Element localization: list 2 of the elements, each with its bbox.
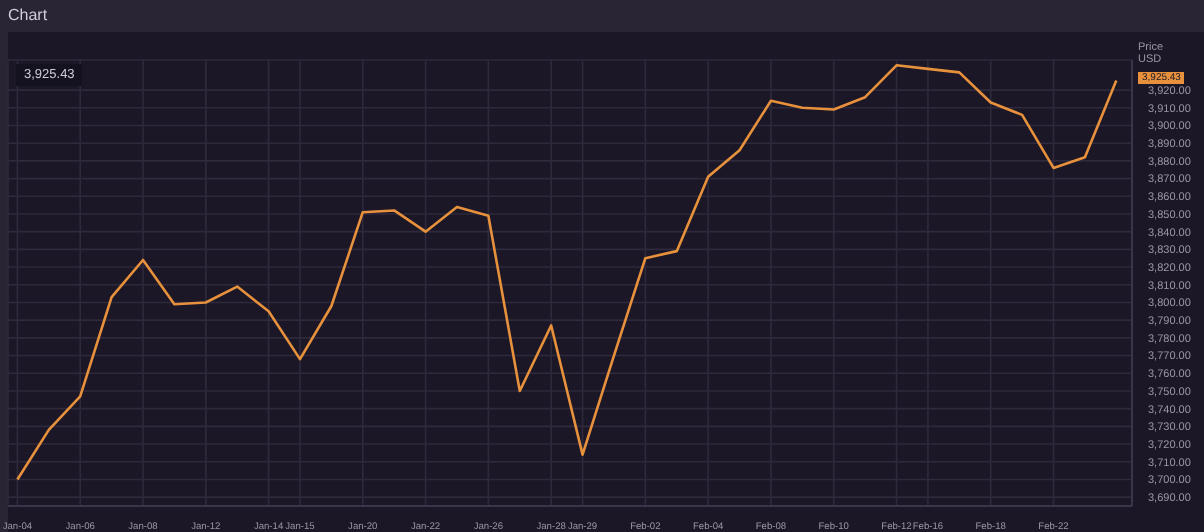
chart-title: Chart [0, 0, 1204, 32]
line-series [16, 64, 1118, 481]
